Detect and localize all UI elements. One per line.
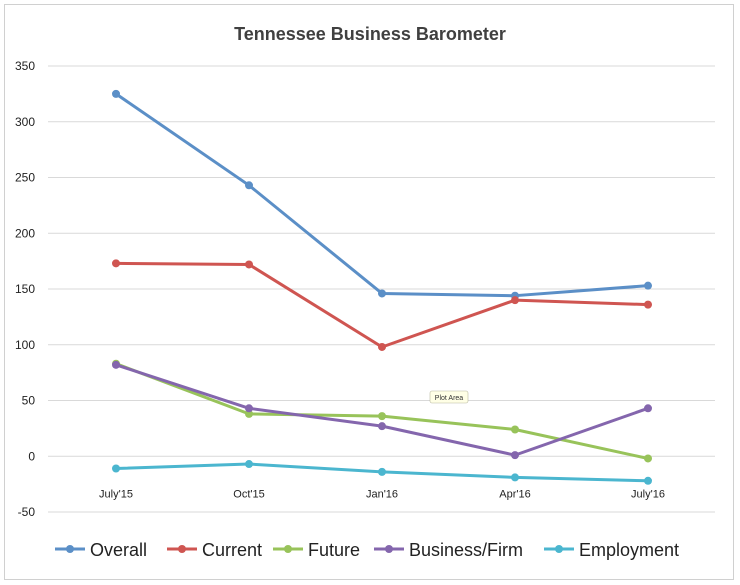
- y-tick-label: 150: [15, 282, 35, 296]
- legend-marker-overall: [66, 545, 74, 553]
- data-point-employment: [511, 473, 519, 482]
- data-point-employment: [245, 460, 253, 469]
- x-tick-label: Apr'16: [499, 488, 530, 500]
- series-line-future: [114, 362, 650, 460]
- data-point-future: [245, 409, 253, 418]
- data-point-current: [245, 260, 253, 269]
- data-point-overall: [245, 181, 253, 190]
- legend-label-employment: Employment: [579, 540, 679, 560]
- y-tick-label: -50: [18, 505, 36, 519]
- x-tick-label: Jan'16: [366, 488, 398, 500]
- data-point-overall: [378, 289, 386, 298]
- data-point-business-firm: [112, 360, 120, 369]
- y-axis-ticks: 350 300 250 200 150 100 50 0 -50: [15, 59, 35, 519]
- chart-title: Tennessee Business Barometer: [234, 24, 506, 44]
- series-lines: [112, 89, 652, 485]
- data-point-business-firm: [644, 404, 652, 413]
- x-tick-label: July'16: [631, 488, 665, 500]
- data-point-business-firm: [378, 422, 386, 431]
- plot-area-tooltip: Plot Area: [429, 390, 469, 404]
- data-point-future: [644, 454, 652, 463]
- legend-label-overall: Overall: [90, 540, 147, 560]
- data-point-employment: [378, 467, 386, 476]
- data-point-business-firm: [511, 451, 519, 460]
- data-point-current: [511, 296, 519, 305]
- tooltip-box: [429, 390, 469, 404]
- legend-marker-business-firm: [385, 545, 393, 553]
- data-point-current: [644, 300, 652, 309]
- y-tick-label: 50: [22, 394, 36, 408]
- legend-marker-employment: [555, 545, 563, 553]
- y-tick-label: 350: [15, 59, 35, 73]
- legend-label-current: Current: [202, 540, 262, 560]
- data-point-business-firm: [245, 404, 253, 413]
- legend-marker-future: [284, 545, 292, 553]
- y-tick-label: 0: [28, 449, 35, 463]
- data-point-employment: [644, 476, 652, 485]
- legend-marker-current: [178, 545, 186, 553]
- data-point-overall: [644, 281, 652, 290]
- legend-label-future: Future: [308, 540, 360, 560]
- legend: Overall Current Future Business/Firm Employm…: [55, 540, 679, 560]
- data-point-current: [378, 342, 386, 351]
- data-point-future: [511, 425, 519, 434]
- x-axis-ticks: July'15 Oct'15 Jan'16 Apr'16 July'16: [99, 488, 665, 500]
- y-tick-label: 300: [15, 115, 35, 129]
- tooltip-label: Plot Area: [435, 395, 464, 402]
- x-tick-label: Oct'15: [233, 488, 264, 500]
- data-point-employment: [112, 464, 120, 473]
- data-point-future: [378, 412, 386, 421]
- data-point-current: [112, 259, 120, 268]
- series-line-current: [114, 261, 650, 349]
- y-tick-label: 200: [15, 226, 35, 240]
- x-tick-label: July'15: [99, 488, 133, 500]
- y-tick-label: 100: [15, 338, 35, 352]
- legend-label-business-firm: Business/Firm: [409, 540, 523, 560]
- y-tick-label: 250: [15, 171, 35, 185]
- data-point-overall: [112, 89, 120, 98]
